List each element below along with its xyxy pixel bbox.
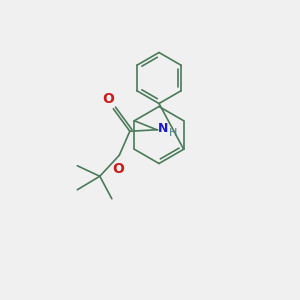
Text: H: H xyxy=(169,128,177,138)
Text: O: O xyxy=(112,162,124,176)
Text: O: O xyxy=(102,92,114,106)
Text: N: N xyxy=(158,122,169,135)
